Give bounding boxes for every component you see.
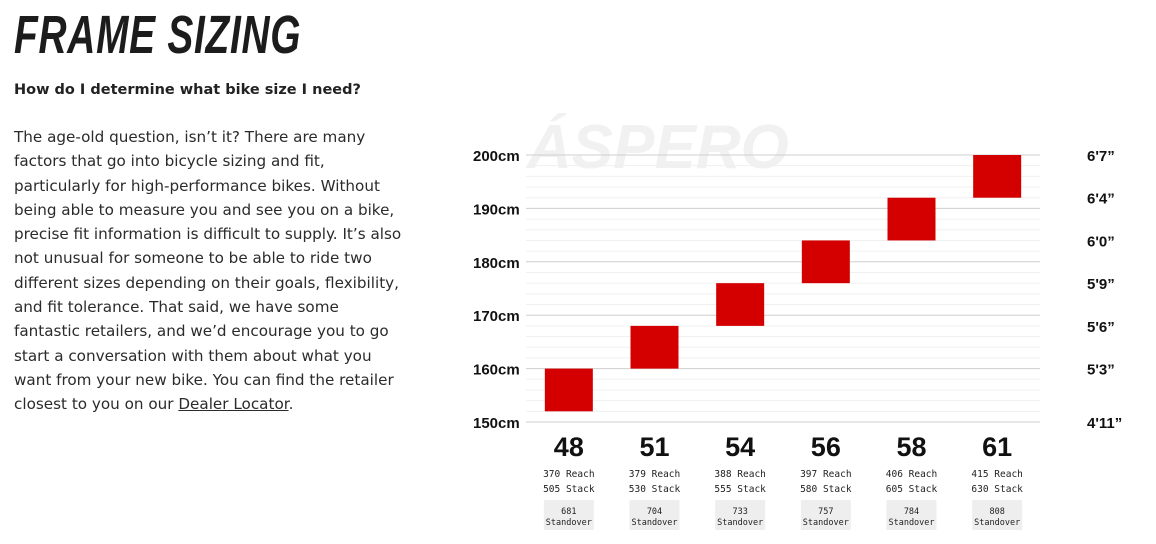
standover-value: 704 — [647, 507, 662, 517]
right-tick-label: 6'7” — [1087, 148, 1115, 165]
standover-label: Standover — [546, 518, 592, 528]
standover-label: Standover — [803, 518, 849, 528]
dealer-locator-link[interactable]: Dealer Locator — [178, 395, 289, 414]
standover-label: Standover — [631, 518, 677, 528]
size-bar — [630, 325, 679, 369]
y-tick-label: 170cm — [473, 308, 520, 325]
stack-value: 505 Stack — [543, 484, 595, 495]
standover-box — [629, 500, 680, 530]
stack-value: 630 Stack — [971, 484, 1023, 495]
right-tick-label: 5'3” — [1087, 362, 1115, 379]
y-tick-label: 160cm — [473, 362, 520, 379]
y-tick-label: 190cm — [473, 201, 520, 218]
y-tick-label: 200cm — [473, 148, 520, 165]
frame-size-label: 61 — [982, 432, 1012, 462]
stack-value: 605 Stack — [886, 484, 938, 495]
right-tick-label: 4'11” — [1087, 415, 1122, 432]
reach-value: 415 Reach — [971, 469, 1022, 480]
standover-value: 757 — [818, 507, 833, 517]
standover-value: 808 — [989, 507, 1004, 517]
frame-size-label: 58 — [896, 432, 926, 462]
reach-value: 370 Reach — [543, 469, 594, 480]
reach-value: 379 Reach — [629, 469, 680, 480]
right-tick-label: 5'6” — [1087, 319, 1115, 336]
size-bar — [973, 155, 1022, 198]
size-bar — [801, 240, 850, 284]
frame-size-label: 54 — [725, 432, 755, 462]
standover-box — [972, 500, 1023, 530]
right-tick-label: 6'0” — [1087, 233, 1115, 250]
standover-box — [800, 500, 851, 530]
size-bar — [887, 197, 936, 241]
reach-value: 406 Reach — [886, 469, 937, 480]
standover-label: Standover — [717, 518, 763, 528]
standover-label: Standover — [888, 518, 934, 528]
standover-value: 784 — [904, 507, 919, 517]
y-tick-label: 150cm — [473, 415, 520, 432]
stack-value: 530 Stack — [629, 484, 681, 495]
reach-value: 388 Reach — [714, 469, 765, 480]
standover-box — [543, 500, 594, 530]
body-paragraph: The age-old question, isn’t it? There ar… — [14, 125, 409, 417]
standover-box — [886, 500, 937, 530]
page-title: FRAME SIZING — [14, 5, 302, 65]
reach-value: 397 Reach — [800, 469, 851, 480]
size-bar — [716, 283, 765, 326]
frame-size-label: 56 — [811, 432, 841, 462]
standover-value: 681 — [561, 507, 576, 517]
right-tick-label: 6'4” — [1087, 191, 1115, 208]
stack-value: 580 Stack — [800, 484, 852, 495]
body-trailing: . — [288, 395, 294, 414]
size-bar — [544, 368, 593, 412]
standover-label: Standover — [974, 518, 1020, 528]
stack-value: 555 Stack — [714, 484, 766, 495]
page-subtitle: How do I determine what bike size I need… — [14, 82, 361, 98]
frame-size-label: 51 — [639, 432, 669, 462]
y-tick-label: 180cm — [473, 255, 520, 272]
body-text: The age-old question, isn’t it? There ar… — [14, 128, 402, 414]
standover-value: 733 — [732, 507, 747, 517]
chart-watermark: ÁSPERO — [525, 113, 789, 182]
right-tick-label: 5'9” — [1087, 276, 1115, 293]
frame-size-label: 48 — [554, 432, 584, 462]
standover-box — [715, 500, 766, 530]
